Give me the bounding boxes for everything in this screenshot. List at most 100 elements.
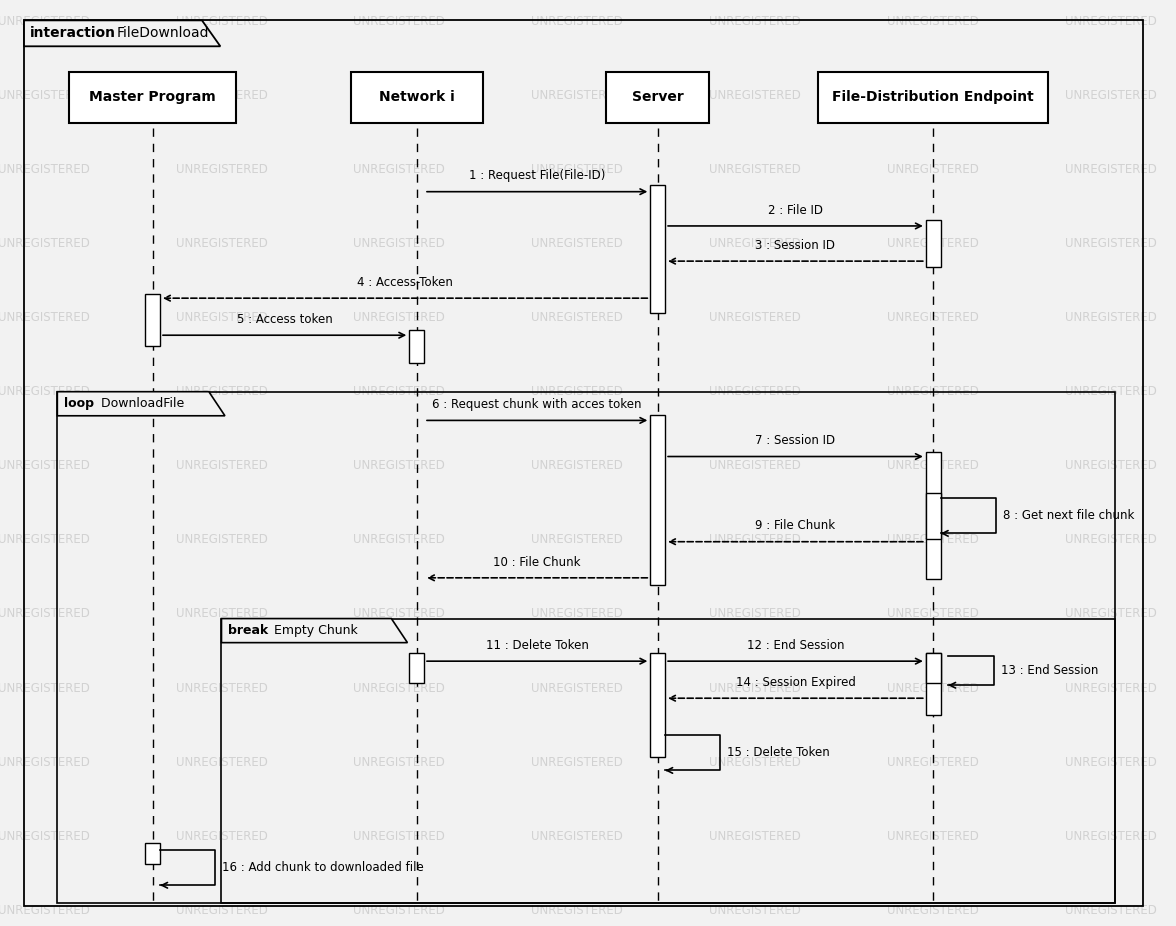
Bar — [926, 452, 941, 579]
Text: UNREGISTERED: UNREGISTERED — [709, 830, 801, 843]
Bar — [58, 392, 1115, 903]
Text: UNREGISTERED: UNREGISTERED — [709, 237, 801, 250]
Text: UNREGISTERED: UNREGISTERED — [175, 756, 267, 769]
Text: UNREGISTERED: UNREGISTERED — [354, 533, 446, 546]
Text: 11 : Delete Token: 11 : Delete Token — [486, 639, 589, 652]
Text: 5 : Access token: 5 : Access token — [236, 313, 333, 326]
Text: UNREGISTERED: UNREGISTERED — [1065, 385, 1157, 398]
Text: UNREGISTERED: UNREGISTERED — [354, 385, 446, 398]
Text: UNREGISTERED: UNREGISTERED — [887, 682, 980, 694]
Text: UNREGISTERED: UNREGISTERED — [887, 15, 980, 28]
Text: UNREGISTERED: UNREGISTERED — [175, 237, 267, 250]
Text: UNREGISTERED: UNREGISTERED — [0, 237, 89, 250]
Text: 10 : File Chunk: 10 : File Chunk — [494, 556, 581, 569]
Text: UNREGISTERED: UNREGISTERED — [1065, 459, 1157, 472]
Text: Network i: Network i — [379, 90, 454, 105]
Text: UNREGISTERED: UNREGISTERED — [709, 89, 801, 102]
Text: FileDownload: FileDownload — [118, 26, 209, 41]
Text: UNREGISTERED: UNREGISTERED — [354, 830, 446, 843]
Text: UNREGISTERED: UNREGISTERED — [354, 89, 446, 102]
Text: UNREGISTERED: UNREGISTERED — [1065, 682, 1157, 694]
Text: UNREGISTERED: UNREGISTERED — [532, 904, 623, 917]
Text: UNREGISTERED: UNREGISTERED — [709, 533, 801, 546]
Text: UNREGISTERED: UNREGISTERED — [354, 459, 446, 472]
Text: UNREGISTERED: UNREGISTERED — [0, 904, 89, 917]
Text: UNREGISTERED: UNREGISTERED — [0, 533, 89, 546]
Text: UNREGISTERED: UNREGISTERED — [887, 237, 980, 250]
Text: 6 : Request chunk with acces token: 6 : Request chunk with acces token — [433, 398, 642, 411]
Text: UNREGISTERED: UNREGISTERED — [532, 237, 623, 250]
Text: UNREGISTERED: UNREGISTERED — [0, 682, 89, 694]
Text: 14 : Session Expired: 14 : Session Expired — [735, 676, 855, 689]
Text: UNREGISTERED: UNREGISTERED — [354, 756, 446, 769]
Text: UNREGISTERED: UNREGISTERED — [532, 459, 623, 472]
Text: UNREGISTERED: UNREGISTERED — [532, 682, 623, 694]
Bar — [650, 653, 666, 757]
Bar — [409, 330, 425, 363]
Bar — [926, 653, 941, 715]
Text: UNREGISTERED: UNREGISTERED — [887, 385, 980, 398]
Text: UNREGISTERED: UNREGISTERED — [0, 89, 89, 102]
Text: UNREGISTERED: UNREGISTERED — [175, 89, 267, 102]
Text: UNREGISTERED: UNREGISTERED — [175, 163, 267, 176]
Text: UNREGISTERED: UNREGISTERED — [0, 756, 89, 769]
Polygon shape — [24, 20, 220, 46]
Text: UNREGISTERED: UNREGISTERED — [1065, 904, 1157, 917]
Text: UNREGISTERED: UNREGISTERED — [175, 385, 267, 398]
Bar — [221, 619, 1115, 903]
Text: UNREGISTERED: UNREGISTERED — [709, 15, 801, 28]
Text: 15 : Delete Token: 15 : Delete Token — [727, 746, 830, 759]
Text: UNREGISTERED: UNREGISTERED — [532, 756, 623, 769]
Text: UNREGISTERED: UNREGISTERED — [175, 830, 267, 843]
Text: break: break — [228, 624, 268, 637]
Text: UNREGISTERED: UNREGISTERED — [1065, 311, 1157, 324]
Text: UNREGISTERED: UNREGISTERED — [1065, 607, 1157, 620]
Text: UNREGISTERED: UNREGISTERED — [887, 830, 980, 843]
Text: UNREGISTERED: UNREGISTERED — [1065, 237, 1157, 250]
Text: UNREGISTERED: UNREGISTERED — [1065, 533, 1157, 546]
Text: UNREGISTERED: UNREGISTERED — [175, 682, 267, 694]
Text: 16 : Add chunk to downloaded file: 16 : Add chunk to downloaded file — [222, 861, 423, 874]
Text: UNREGISTERED: UNREGISTERED — [887, 459, 980, 472]
Text: UNREGISTERED: UNREGISTERED — [532, 533, 623, 546]
Polygon shape — [221, 619, 407, 643]
Text: UNREGISTERED: UNREGISTERED — [887, 311, 980, 324]
Text: 13 : End Session: 13 : End Session — [1001, 664, 1098, 677]
Bar — [350, 71, 482, 122]
Text: UNREGISTERED: UNREGISTERED — [354, 15, 446, 28]
Text: UNREGISTERED: UNREGISTERED — [532, 830, 623, 843]
Text: UNREGISTERED: UNREGISTERED — [354, 163, 446, 176]
Text: UNREGISTERED: UNREGISTERED — [175, 533, 267, 546]
Bar — [818, 71, 1048, 122]
Text: 8 : Get next file chunk: 8 : Get next file chunk — [1003, 509, 1134, 522]
Text: UNREGISTERED: UNREGISTERED — [709, 607, 801, 620]
Text: File-Distribution Endpoint: File-Distribution Endpoint — [833, 90, 1034, 105]
Text: UNREGISTERED: UNREGISTERED — [0, 163, 89, 176]
Bar — [145, 843, 160, 864]
Bar — [926, 493, 941, 539]
Text: UNREGISTERED: UNREGISTERED — [709, 459, 801, 472]
Text: 2 : File ID: 2 : File ID — [768, 204, 823, 217]
Text: UNREGISTERED: UNREGISTERED — [709, 756, 801, 769]
Text: 4 : Access-Token: 4 : Access-Token — [358, 276, 453, 289]
Text: DownloadFile: DownloadFile — [98, 397, 185, 410]
Text: UNREGISTERED: UNREGISTERED — [532, 163, 623, 176]
Text: 9 : File Chunk: 9 : File Chunk — [755, 519, 835, 532]
Text: UNREGISTERED: UNREGISTERED — [0, 385, 89, 398]
Text: UNREGISTERED: UNREGISTERED — [887, 904, 980, 917]
Text: UNREGISTERED: UNREGISTERED — [175, 607, 267, 620]
Bar — [926, 220, 941, 267]
Text: UNREGISTERED: UNREGISTERED — [354, 237, 446, 250]
Text: UNREGISTERED: UNREGISTERED — [887, 607, 980, 620]
Text: UNREGISTERED: UNREGISTERED — [0, 459, 89, 472]
Text: UNREGISTERED: UNREGISTERED — [887, 533, 980, 546]
Text: UNREGISTERED: UNREGISTERED — [0, 311, 89, 324]
Text: 12 : End Session: 12 : End Session — [747, 639, 844, 652]
Text: 7 : Session ID: 7 : Session ID — [755, 434, 835, 447]
Bar — [606, 71, 709, 122]
Text: UNREGISTERED: UNREGISTERED — [354, 311, 446, 324]
Text: UNREGISTERED: UNREGISTERED — [1065, 756, 1157, 769]
Text: UNREGISTERED: UNREGISTERED — [354, 904, 446, 917]
Text: UNREGISTERED: UNREGISTERED — [709, 385, 801, 398]
Text: UNREGISTERED: UNREGISTERED — [709, 682, 801, 694]
